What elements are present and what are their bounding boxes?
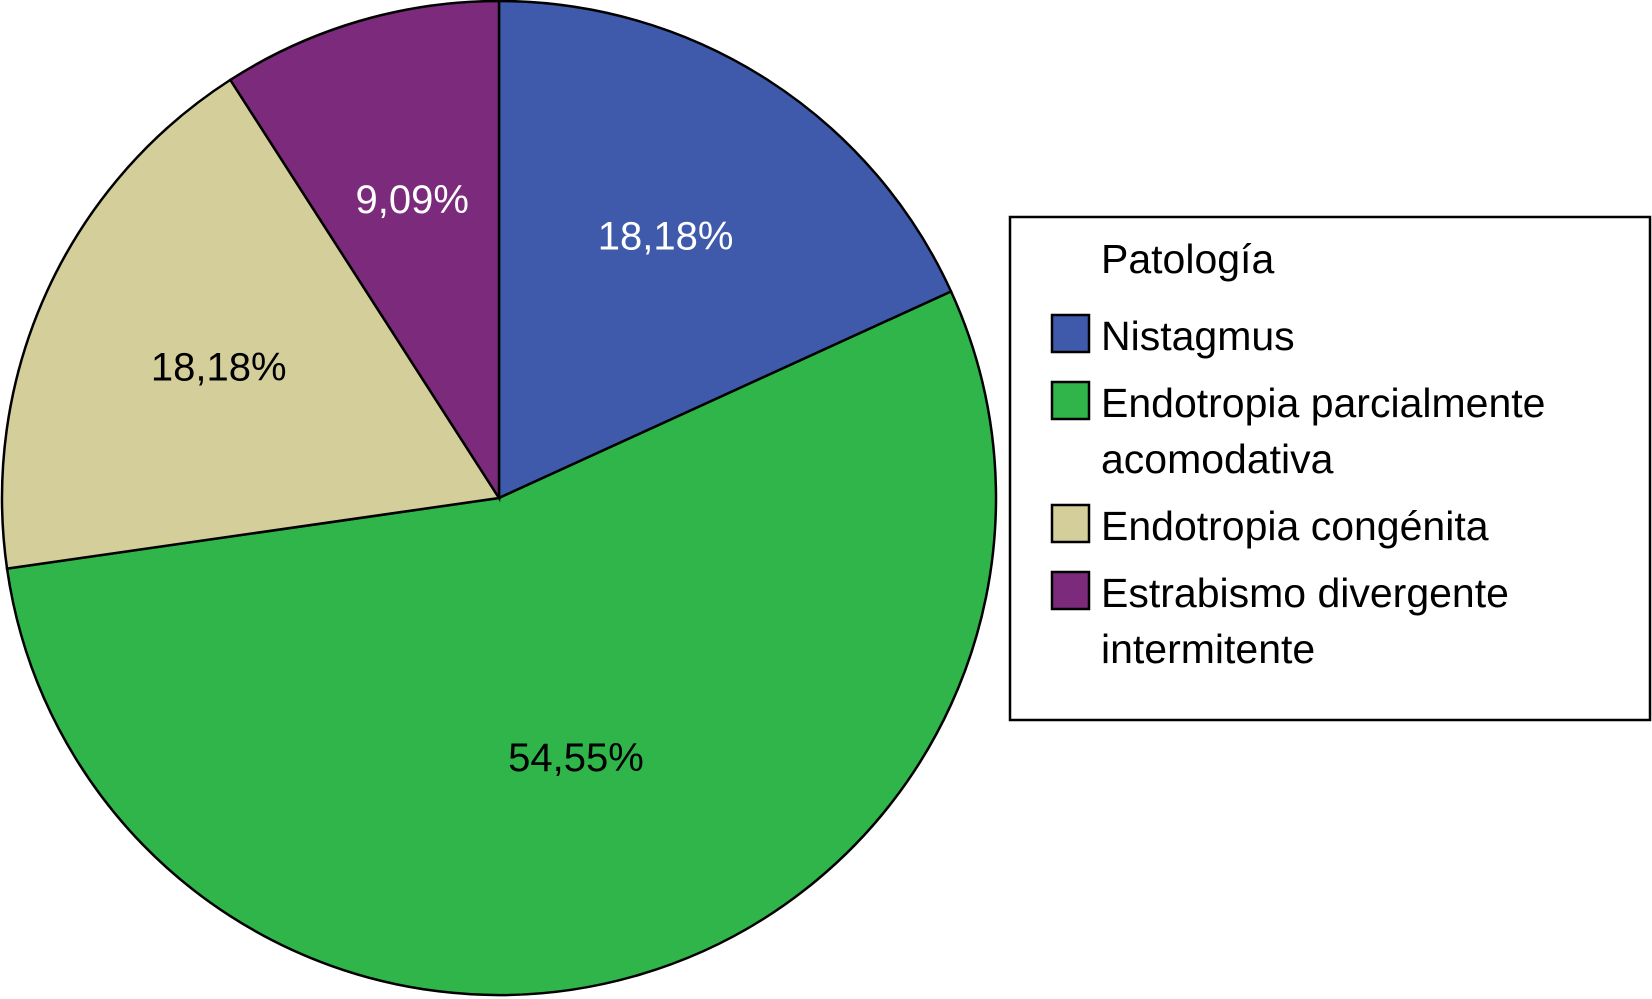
legend-box — [1008, 215, 1652, 722]
legend-label-1: Endotropia parcialmente acomodativa — [1101, 380, 1545, 482]
legend: Patología Nistagmus Endotropia parcialmen… — [1008, 215, 1652, 722]
pie-slice-0 — [497, 0, 953, 500]
legend-label-0: Nistagmus — [1101, 313, 1295, 359]
pie-slice-2 — [0, 78, 502, 571]
legend-label-2: Endotropia congénita — [1101, 503, 1489, 549]
pie-slice-labels: 18,18% 54,55% 18,18% 9,09% — [151, 178, 734, 780]
slice-label-1: 54,55% — [508, 736, 644, 780]
slice-label-0: 18,18% — [598, 214, 734, 258]
pie-slice-1 — [5, 289, 998, 997]
legend-swatch-1 — [1050, 380, 1091, 421]
legend-swatch-2 — [1050, 503, 1091, 544]
legend-items: Nistagmus Endotropia parcialmente acomodat… — [1050, 313, 1545, 672]
slice-label-3: 9,09% — [355, 178, 468, 222]
legend-label-3: Estrabismo divergente intermitente — [1101, 570, 1509, 672]
slice-label-2: 18,18% — [151, 346, 287, 390]
legend-swatch-3 — [1050, 570, 1091, 611]
pie-slices — [0, 0, 998, 997]
legend-swatch-0 — [1050, 313, 1091, 354]
legend-title: Patología — [1101, 236, 1274, 282]
pie-slice-3 — [228, 0, 501, 503]
